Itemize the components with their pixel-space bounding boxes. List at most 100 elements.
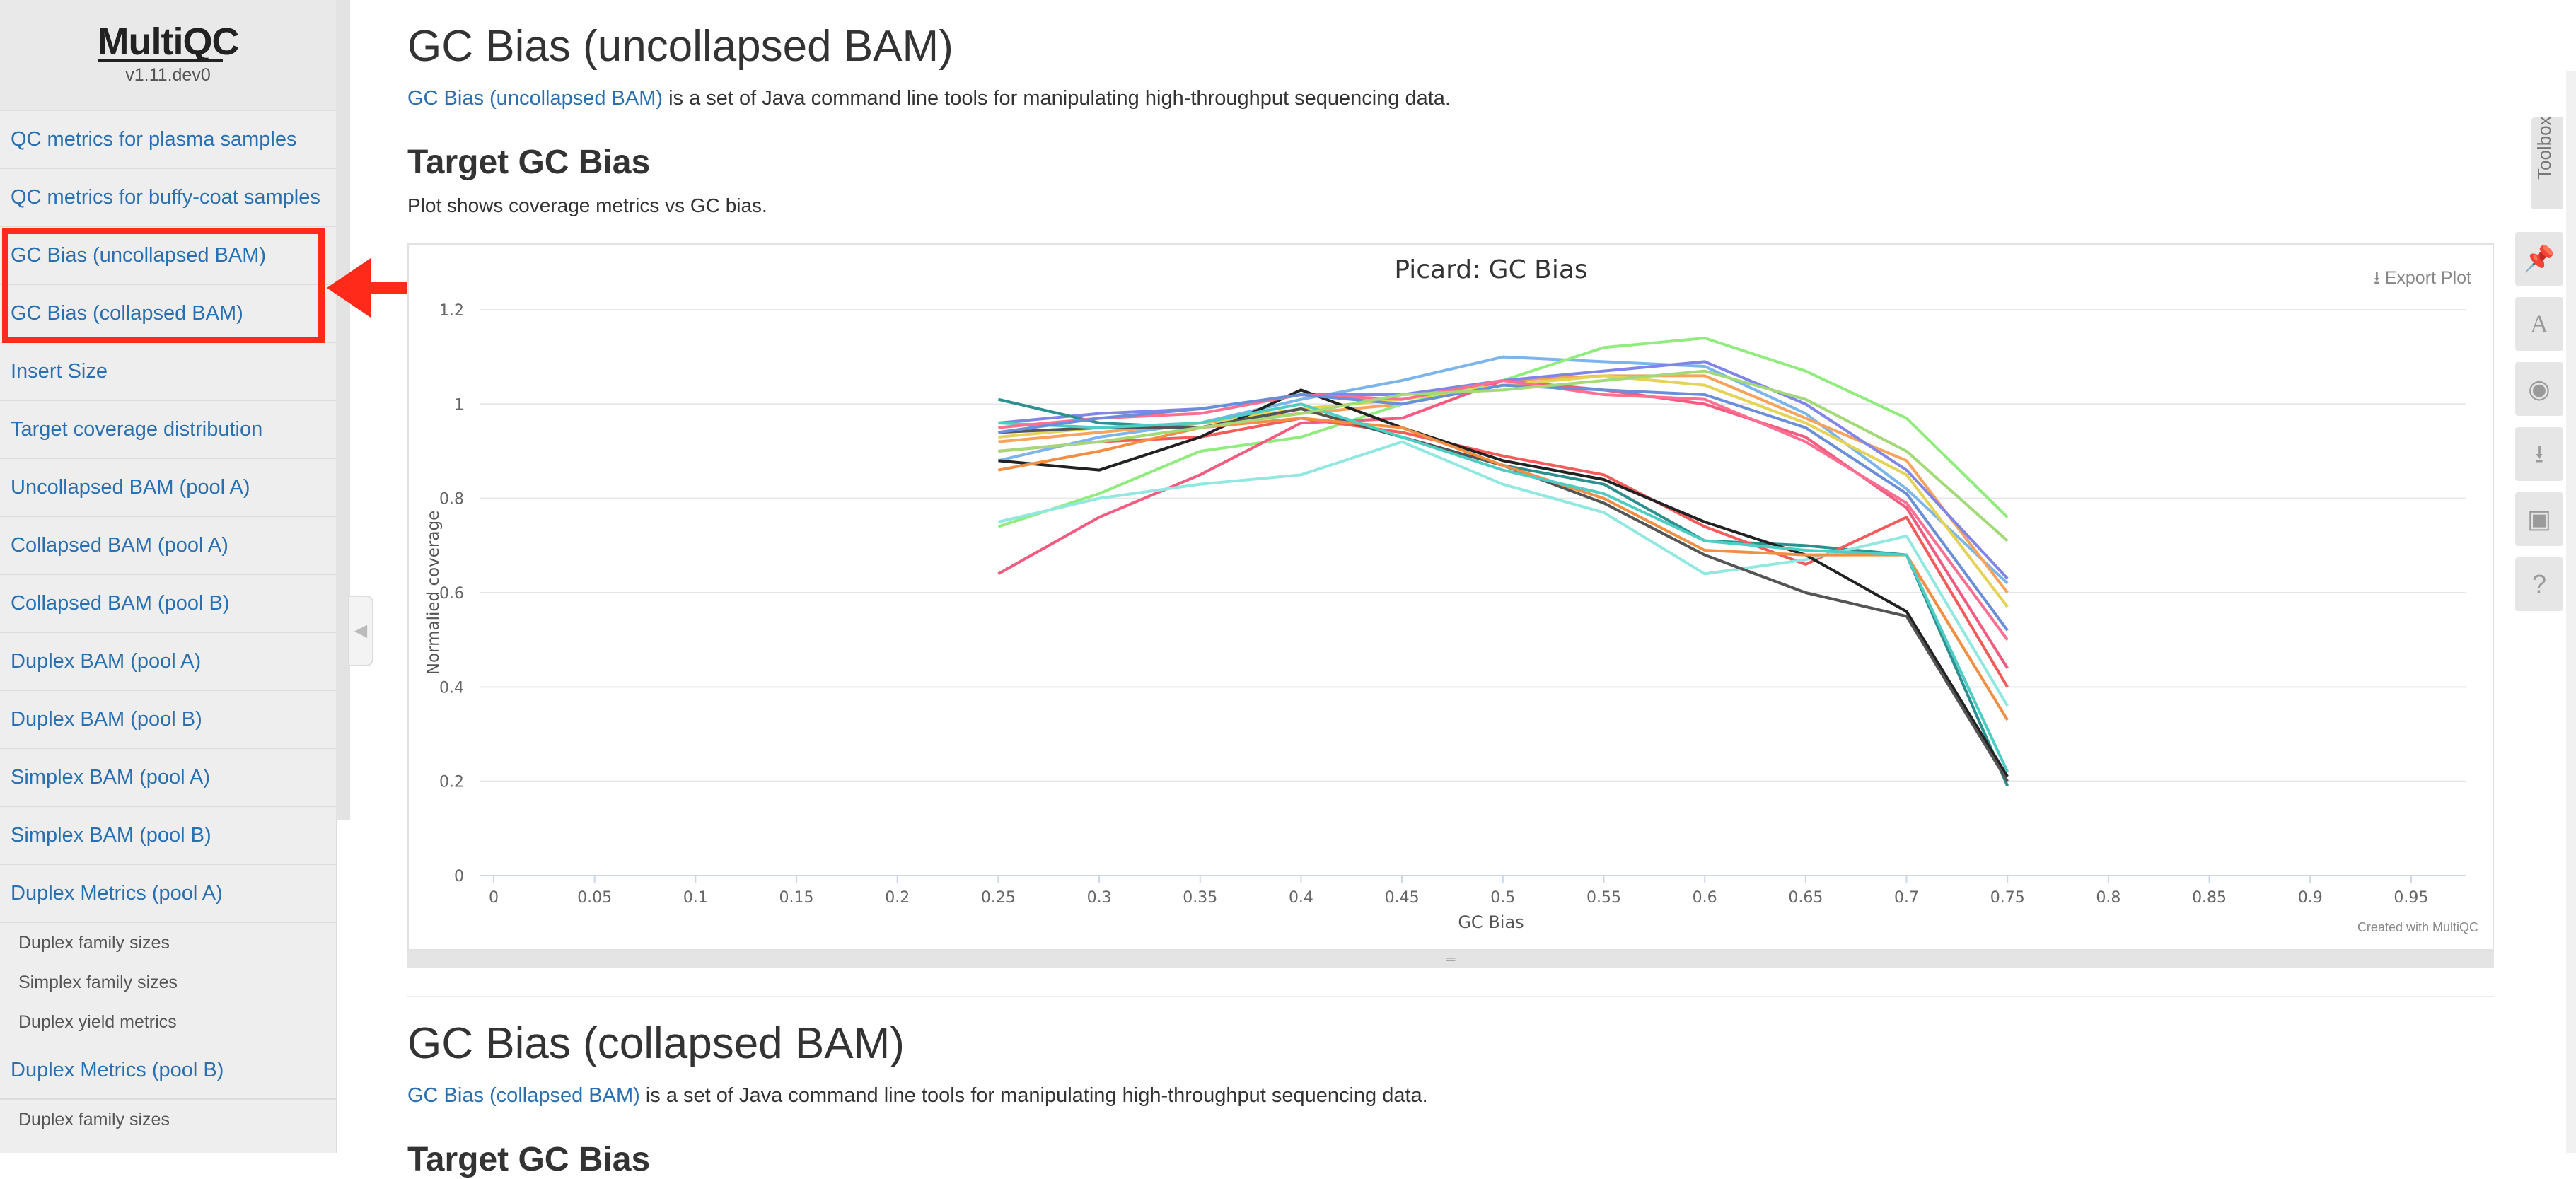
- section-description: GC Bias (collapsed BAM) is a set of Java…: [407, 1084, 2494, 1108]
- sidebar-item[interactable]: Duplex BAM (pool B): [0, 691, 336, 749]
- chevron-left-icon: ◀: [354, 621, 368, 640]
- sidebar-subitem[interactable]: Duplex yield metrics: [18, 1012, 177, 1032]
- subsection-title: Target GC Bias: [407, 1141, 651, 1178]
- created-with-credit: Created with MultiQC: [2357, 920, 2478, 934]
- toolbox-tab[interactable]: Toolbox: [2531, 116, 2563, 209]
- section-description-text: is a set of Java command line tools for …: [639, 1084, 1428, 1107]
- x-axis-label: GC Bias: [1458, 912, 1524, 932]
- y-tick-label: 0: [454, 868, 464, 885]
- series-line-15: [998, 383, 2009, 632]
- x-tick-label: 0.35: [1183, 889, 1217, 907]
- x-tick-label: 0.25: [981, 889, 1016, 907]
- section-gc-bias-collapsed: GC Bias (collapsed BAM) GC Bias (collaps…: [407, 997, 2494, 1179]
- chart-title: Picard: GC Bias: [1394, 255, 1587, 284]
- download-icon: ⭳: [2534, 439, 2544, 468]
- section-description: GC Bias (uncollapsed BAM) is a set of Ja…: [407, 87, 2494, 110]
- save-settings-button[interactable]: ▣: [2515, 492, 2563, 546]
- logo-underline: [97, 59, 224, 62]
- brand: MultiQC v1.11.dev0: [0, 0, 336, 111]
- hide-samples-button[interactable]: ◉: [2515, 362, 2563, 416]
- plot-description: Plot shows coverage metrics vs GC bias.: [407, 194, 767, 216]
- sidebar-item[interactable]: Duplex Metrics (pool A): [0, 865, 336, 923]
- sidebar-item[interactable]: Simplex BAM (pool B): [0, 807, 336, 865]
- section-description-text: is a set of Java command line tools for …: [663, 87, 1451, 110]
- x-tick-label: 0.05: [577, 889, 612, 907]
- y-tick-label: 0.2: [439, 774, 464, 791]
- save-icon: ▣: [2526, 504, 2551, 533]
- series-line-14: [998, 379, 2009, 641]
- section-tool-link[interactable]: GC Bias (uncollapsed BAM): [407, 87, 663, 110]
- sidebar-item[interactable]: Collapsed BAM (pool A): [0, 517, 336, 575]
- section-divider: [407, 996, 2494, 997]
- highlight-box-annotation: [2, 228, 325, 343]
- x-tick-label: 0.65: [1788, 889, 1823, 907]
- x-tick-label: 0.2: [885, 889, 910, 907]
- sidebar: MultiQC v1.11.dev0 QC metrics for plasma…: [0, 0, 337, 1153]
- hide-icon: ◉: [2528, 374, 2551, 403]
- x-tick-label: 0.6: [1693, 889, 1717, 907]
- sidebar-subitem[interactable]: Duplex family sizes: [18, 1110, 170, 1129]
- x-tick-label: 0.4: [1289, 889, 1313, 907]
- section-title: GC Bias (collapsed BAM): [407, 1019, 905, 1068]
- series-line-10: [998, 388, 2009, 778]
- y-tick-label: 1.2: [439, 302, 464, 320]
- x-tick-label: 0.85: [2192, 889, 2227, 907]
- x-tick-label: 0: [489, 889, 499, 907]
- y-axis-label: Normalied coverage: [424, 511, 443, 675]
- y-tick-label: 1: [454, 396, 464, 414]
- sidebar-item[interactable]: Uncollapsed BAM (pool A): [0, 459, 336, 517]
- arrow-annotation-head: [327, 258, 371, 318]
- series-line-8: [998, 417, 2009, 688]
- pin-button[interactable]: 📌: [2515, 232, 2563, 286]
- pin-icon: 📌: [2523, 244, 2555, 273]
- x-tick-label: 0.8: [2096, 889, 2120, 907]
- section-tool-link[interactable]: GC Bias (collapsed BAM): [407, 1084, 640, 1107]
- help-button[interactable]: ?: [2515, 557, 2563, 611]
- help-icon: ?: [2531, 569, 2547, 598]
- multiqc-logo[interactable]: MultiQC: [97, 20, 239, 64]
- sidebar-item[interactable]: Duplex Metrics (pool B): [0, 1042, 336, 1100]
- sidebar-item[interactable]: Simplex BAM (pool A): [0, 749, 336, 807]
- plot-resize-handle[interactable]: ═: [407, 951, 2494, 968]
- sidebar-subitem[interactable]: Simplex family sizes: [18, 972, 178, 992]
- plot-container: Picard: GC Bias 0 0.2 0.4 0.6 0.8 1 1.2 0 0.05 0.1…: [407, 243, 2494, 951]
- section-title: GC Bias (uncollapsed BAM): [407, 22, 953, 71]
- export-button[interactable]: ⭳: [2515, 427, 2563, 481]
- sidebar-item[interactable]: QC metrics for plasma samples: [0, 111, 336, 169]
- sidebar-item[interactable]: Duplex BAM (pool A): [0, 633, 336, 691]
- highlight-samples-button[interactable]: A: [2515, 297, 2563, 351]
- x-tick-label: 0.75: [1990, 889, 2025, 907]
- y-tick-label: 0.4: [439, 679, 464, 697]
- x-tick-label: 0.55: [1586, 889, 1621, 907]
- series-line-13: [998, 402, 2009, 773]
- sidebar-item[interactable]: Target coverage distribution: [0, 401, 336, 459]
- sidebar-item[interactable]: Collapsed BAM (pool B): [0, 575, 336, 633]
- subsection-title: Target GC Bias: [407, 144, 651, 181]
- sidebar-item[interactable]: GC Bias (uncollapsed BAM): [0, 227, 336, 285]
- export-plot-label: Export Plot: [2384, 268, 2471, 288]
- x-tick-label: 0.45: [1385, 889, 1420, 907]
- main-content: GC Bias (uncollapsed BAM) GC Bias (uncol…: [407, 0, 2494, 1178]
- series-line-16: [998, 369, 2009, 542]
- x-tick-label: 0.5: [1490, 889, 1515, 907]
- gc-bias-chart: Picard: GC Bias 0 0.2 0.4 0.6 0.8 1 1.2 0 0.05 0.1…: [424, 255, 2466, 932]
- sidebar-scrollbar[interactable]: [336, 0, 350, 820]
- version-label: v1.11.dev0: [125, 65, 211, 85]
- x-tick-label: 0.1: [683, 889, 708, 907]
- series-line-5: [997, 379, 2009, 669]
- x-tick-label: 0.7: [1894, 889, 1919, 907]
- nav-list: QC metrics for plasma samples QC metrics …: [0, 111, 336, 1139]
- x-tick-label: 0.3: [1087, 889, 1112, 907]
- sidebar-item[interactable]: Insert Size: [0, 343, 336, 401]
- collapse-sidebar-handle[interactable]: ◀: [348, 596, 373, 666]
- series-line-12: [998, 417, 2009, 721]
- sidebar-subitem[interactable]: Duplex family sizes: [18, 933, 170, 953]
- sidebar-item[interactable]: QC metrics for buffy-coat samples: [0, 169, 336, 227]
- y-tick-label: 0.6: [439, 585, 464, 603]
- x-tick-label: 0.9: [2298, 889, 2323, 907]
- x-tick-label: 0.95: [2394, 889, 2428, 907]
- series-line-9: [997, 440, 2009, 707]
- export-plot-button[interactable]: ⭳ Export Plot: [2374, 265, 2471, 295]
- page-scrollbar[interactable]: [2566, 71, 2576, 1153]
- font-icon: A: [2530, 310, 2548, 338]
